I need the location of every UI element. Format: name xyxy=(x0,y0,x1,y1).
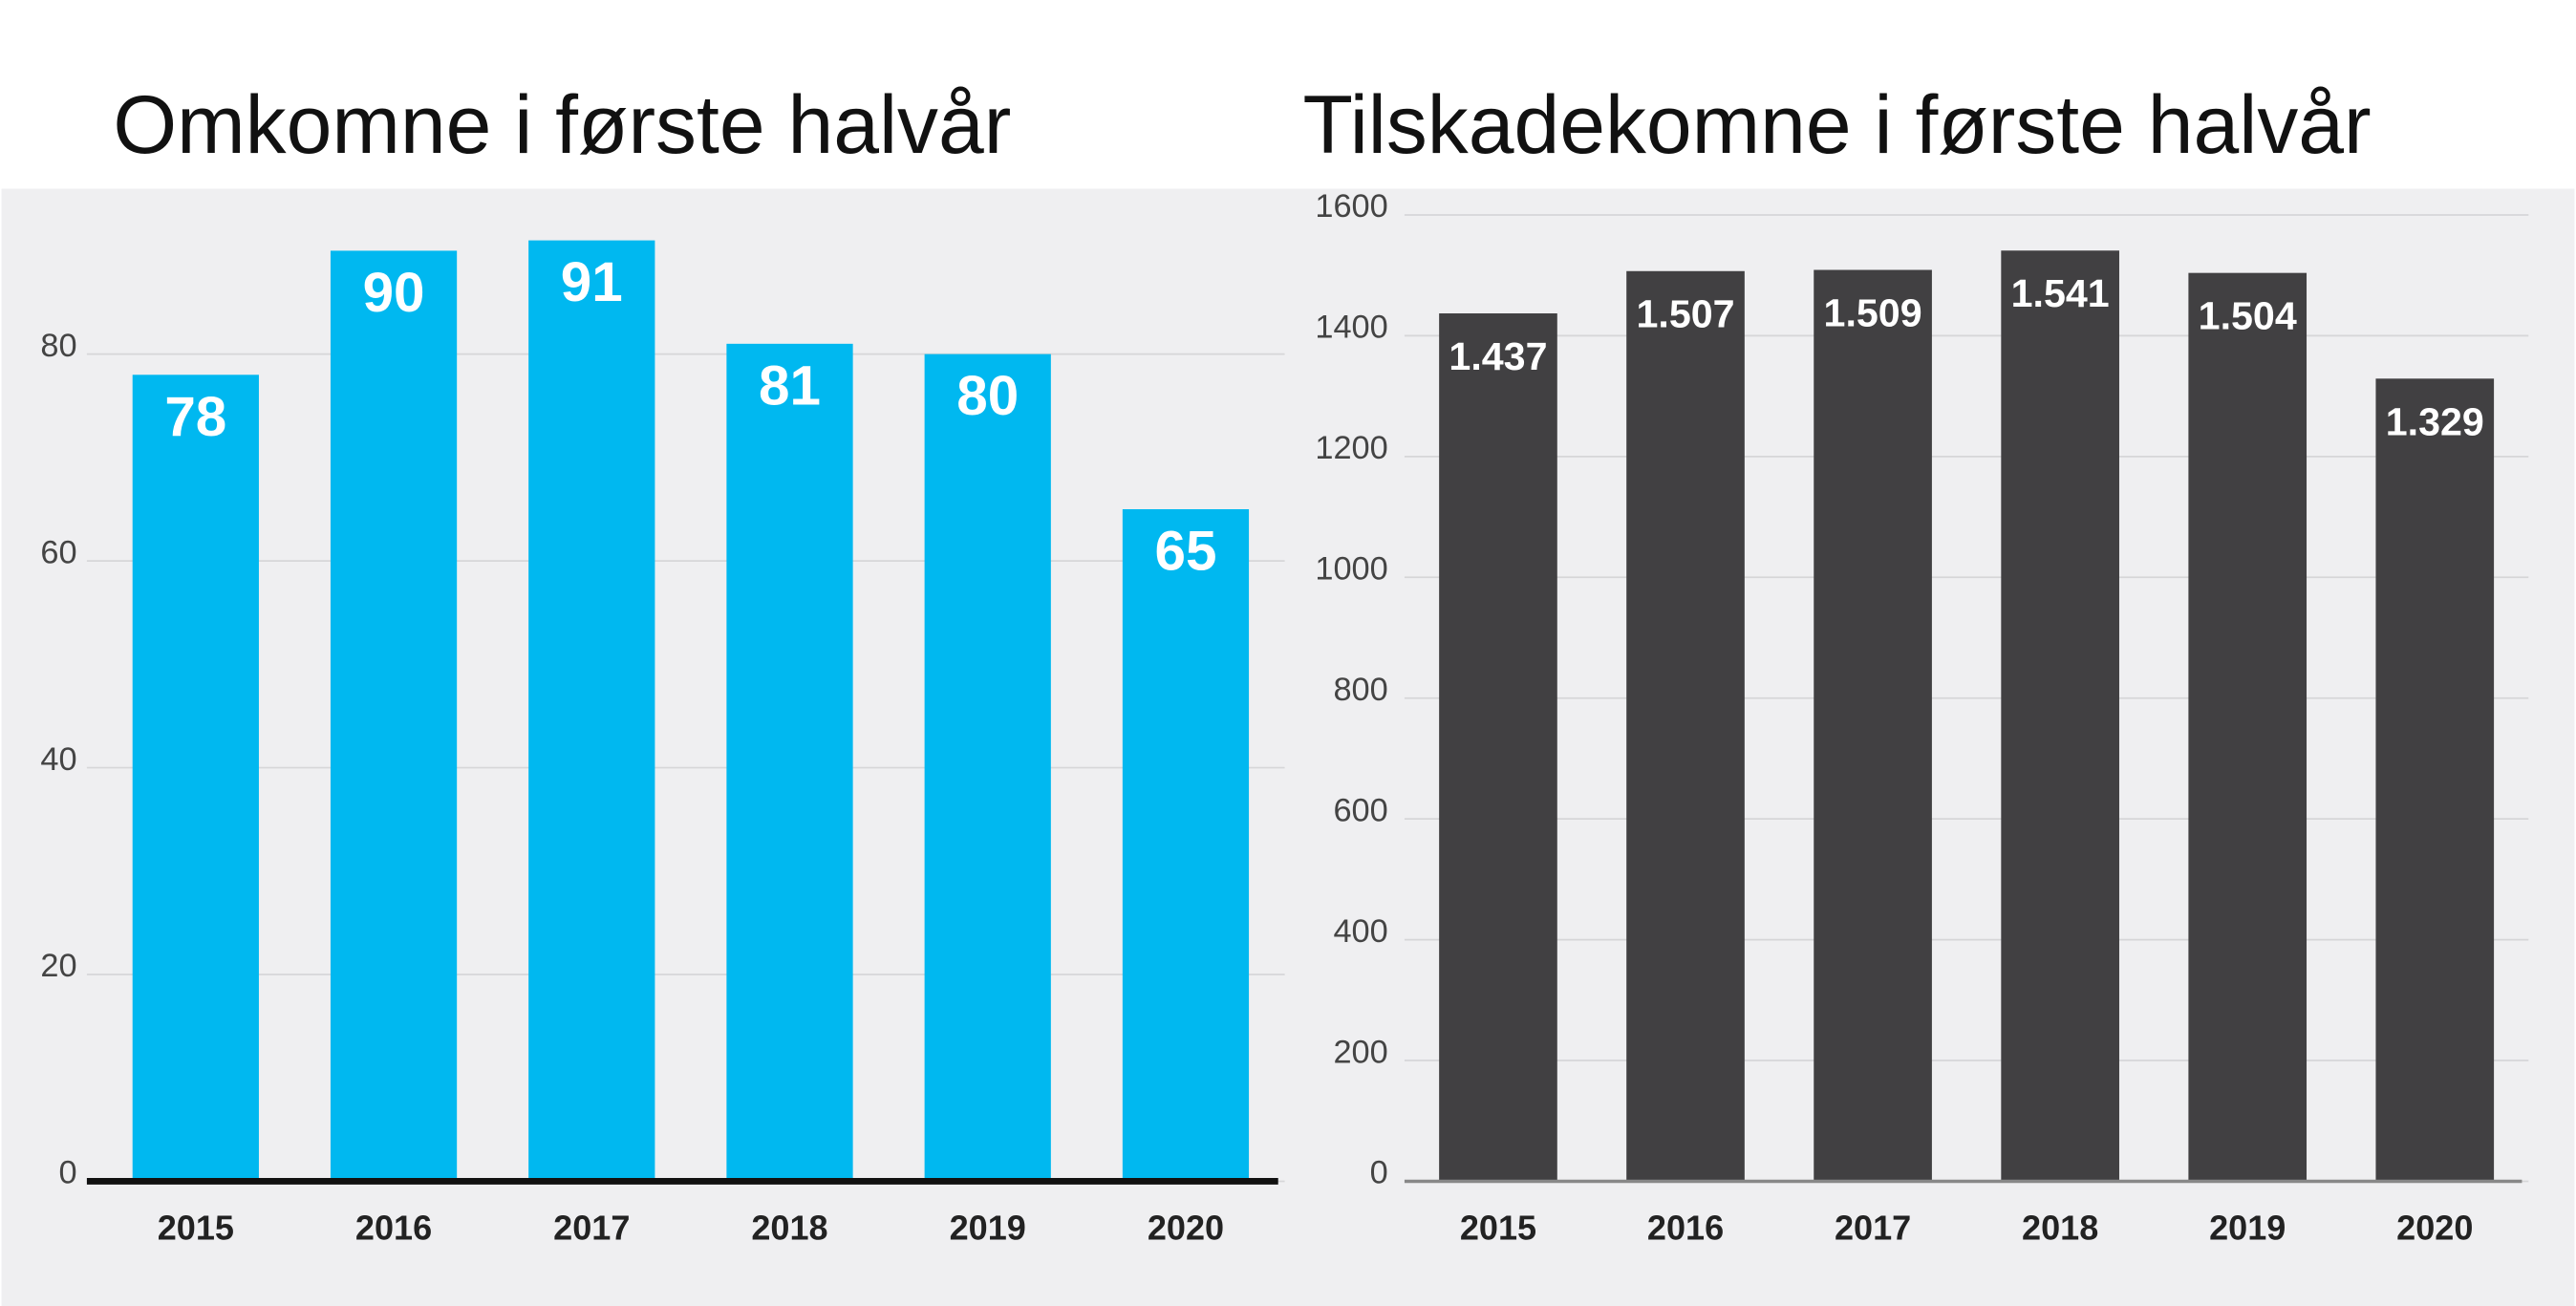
value-label: 65 xyxy=(1154,521,1216,583)
value-label: 1.437 xyxy=(1449,334,1547,378)
y-tick-label: 80 xyxy=(40,328,76,364)
bar xyxy=(132,375,259,1182)
value-label: 78 xyxy=(164,386,226,448)
x-tick-label: 2015 xyxy=(1460,1209,1536,1248)
value-label: 1.507 xyxy=(1636,292,1734,336)
bar xyxy=(528,240,655,1182)
y-tick-label: 0 xyxy=(1370,1155,1388,1191)
value-label: 1.509 xyxy=(1824,290,1922,334)
y-tick-label: 400 xyxy=(1333,913,1387,950)
y-tick-label: 1600 xyxy=(1315,188,1387,225)
bar xyxy=(1626,270,1745,1182)
bar xyxy=(2188,272,2308,1182)
y-tick-label: 0 xyxy=(59,1155,77,1191)
y-tick-label: 200 xyxy=(1333,1034,1387,1070)
x-tick-label: 2017 xyxy=(553,1209,630,1248)
y-tick-label: 800 xyxy=(1333,672,1387,708)
x-tick-label: 2020 xyxy=(1148,1209,1224,1248)
value-label: 81 xyxy=(759,354,821,417)
bar xyxy=(2375,378,2495,1182)
bar xyxy=(1814,269,1932,1182)
y-tick-label: 40 xyxy=(40,741,76,778)
x-tick-label: 2015 xyxy=(158,1209,234,1248)
value-label: 90 xyxy=(363,262,425,324)
x-tick-label: 2016 xyxy=(355,1209,432,1248)
value-label: 80 xyxy=(956,365,1019,427)
bar xyxy=(726,343,853,1182)
y-tick-label: 600 xyxy=(1333,792,1387,828)
y-tick-label: 60 xyxy=(40,534,76,570)
x-tick-label: 2019 xyxy=(950,1209,1026,1248)
value-label: 91 xyxy=(561,251,623,313)
x-tick-label: 2020 xyxy=(2396,1209,2473,1248)
x-tick-label: 2019 xyxy=(2209,1209,2286,1248)
bar xyxy=(330,250,458,1182)
bar xyxy=(1122,509,1250,1182)
value-label: 1.504 xyxy=(2199,294,2297,338)
x-tick-label: 2016 xyxy=(1647,1209,1724,1248)
x-tick-label: 2018 xyxy=(2022,1209,2098,1248)
y-tick-label: 1200 xyxy=(1315,430,1387,466)
bar xyxy=(2001,250,2119,1182)
x-tick-label: 2017 xyxy=(1835,1209,1911,1248)
value-label: 1.329 xyxy=(2386,399,2484,443)
chart-title: Tilskadekomne i første halvår xyxy=(1302,79,2371,171)
value-label: 1.541 xyxy=(2011,271,2110,315)
y-tick-label: 20 xyxy=(40,948,76,984)
bar xyxy=(924,353,1051,1182)
x-tick-label: 2018 xyxy=(751,1209,827,1248)
y-tick-label: 1400 xyxy=(1315,310,1387,346)
bar xyxy=(1439,313,1557,1182)
y-tick-label: 1000 xyxy=(1315,550,1387,587)
chart-title: Omkomne i første halvår xyxy=(113,79,1011,171)
